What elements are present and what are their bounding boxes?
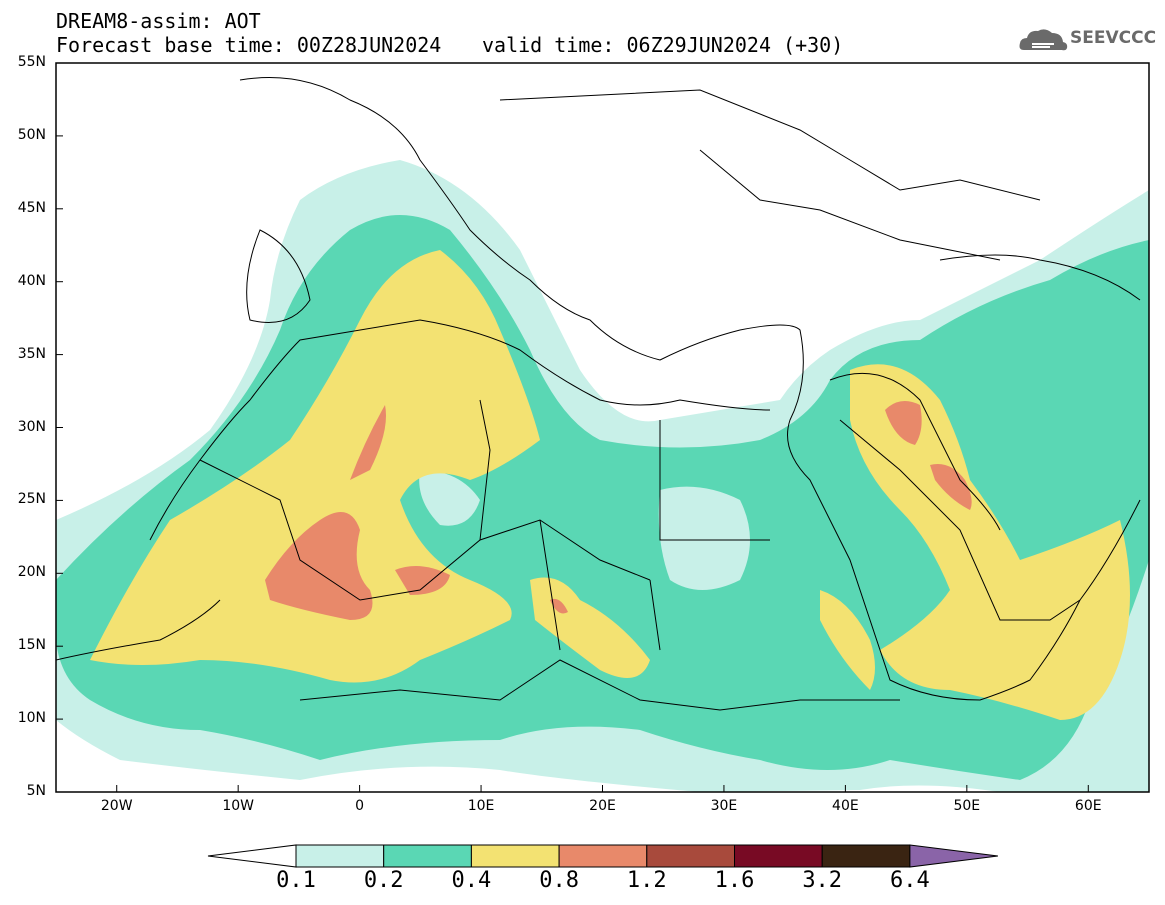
cloud-logo-icon	[1019, 29, 1068, 51]
lat-label: 40N	[17, 272, 46, 289]
colorbar-arrow-high	[909, 844, 998, 868]
map-title: DREAM8-assim: AOT	[56, 9, 261, 33]
lon-label: 10E	[467, 798, 495, 814]
lon-label: 50E	[953, 798, 981, 814]
colorbar-segment	[383, 844, 472, 868]
axis-ticks	[56, 62, 1089, 793]
colorbar-label: 0.4	[451, 868, 492, 893]
lat-label: 25N	[17, 491, 46, 508]
lat-label: 10N	[17, 710, 46, 727]
forecast-base-time: Forecast base time: 00Z28JUN2024	[56, 33, 442, 57]
lon-label: 60E	[1074, 798, 1102, 814]
lat-label: 5N	[26, 783, 46, 799]
colorbar-label: 1.2	[626, 868, 667, 893]
colorbar-segment	[734, 844, 823, 868]
colorbar-segment	[646, 844, 735, 868]
colorbar-label: 3.2	[802, 868, 843, 893]
lon-label: 30E	[710, 798, 738, 814]
logo-text: SEEVCCC	[1070, 28, 1157, 48]
lat-label: 45N	[17, 199, 46, 216]
colorbar-segment	[558, 844, 648, 868]
lat-label: 55N	[17, 54, 46, 70]
colorbar-segment	[470, 844, 560, 868]
lon-label: 40E	[832, 798, 859, 814]
lat-label: 20N	[17, 564, 46, 581]
lat-label: 30N	[17, 418, 46, 435]
colorbar-label: 0.1	[276, 868, 316, 893]
lon-label: 0	[355, 798, 365, 814]
lat-label: 50N	[17, 126, 46, 143]
colorbar-label: 6.4	[890, 868, 930, 893]
lat-label: 35N	[17, 345, 46, 362]
colorbar-arrow-low	[207, 844, 297, 868]
colorbar-segment	[295, 844, 385, 868]
colorbar-segment	[821, 844, 911, 868]
colorbar-label: 0.8	[539, 868, 579, 893]
aot-field	[56, 77, 1149, 792]
lat-label: 15N	[17, 637, 46, 654]
colorbar-label: 1.6	[714, 868, 755, 893]
lon-label: 20E	[589, 798, 616, 814]
colorbar-label: 0.2	[363, 868, 404, 893]
lon-label: 10W	[222, 798, 254, 814]
lon-label: 20W	[100, 798, 133, 814]
valid-time: valid time: 06Z29JUN2024 (+30)	[482, 33, 844, 57]
